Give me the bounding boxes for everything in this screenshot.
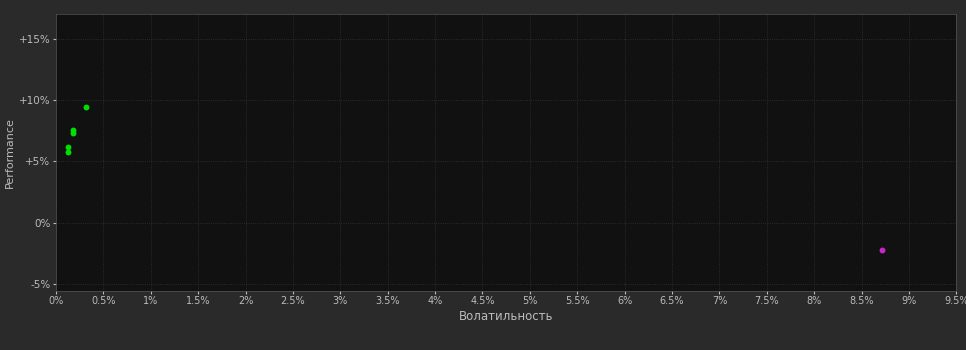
Point <box>78 105 94 110</box>
Point <box>61 149 76 154</box>
Point <box>66 131 81 136</box>
Point <box>66 127 81 132</box>
Y-axis label: Performance: Performance <box>5 117 14 188</box>
Point <box>874 247 890 253</box>
X-axis label: Волатильность: Волатильность <box>459 310 554 323</box>
Point <box>61 144 76 149</box>
